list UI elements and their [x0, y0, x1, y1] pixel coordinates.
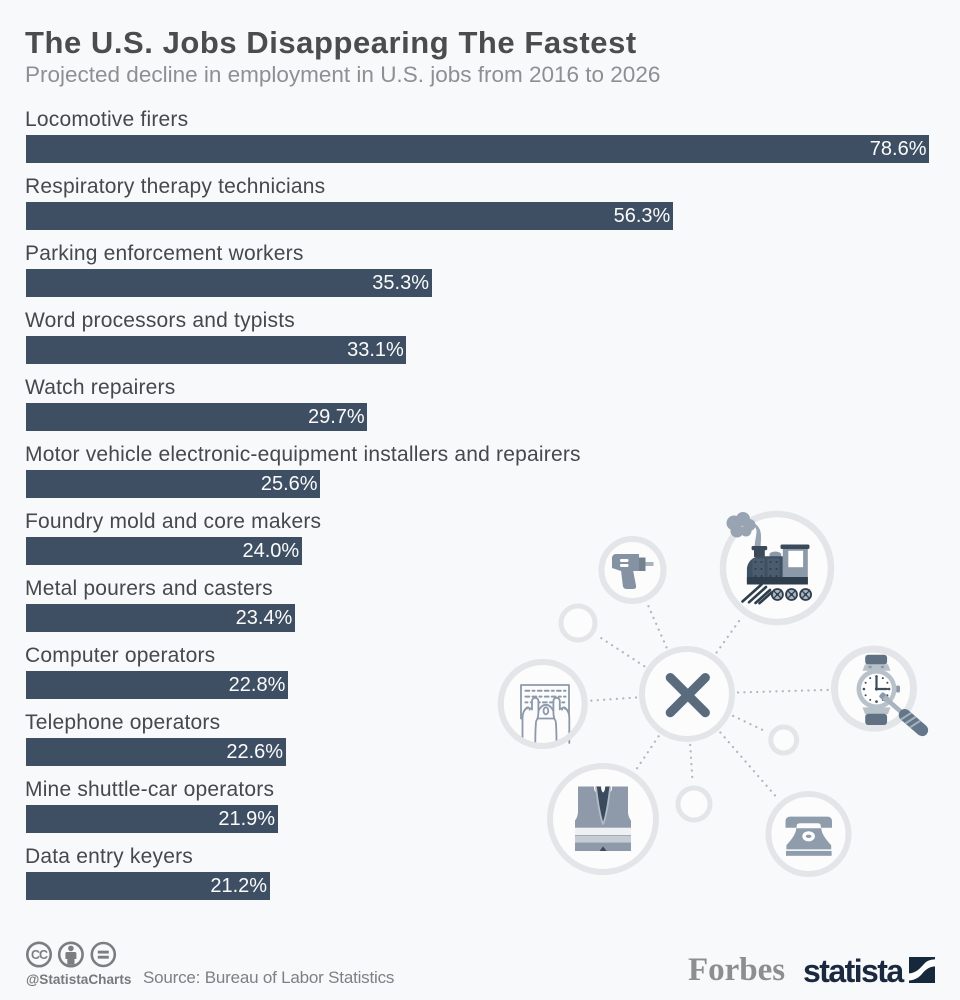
- svg-text:CC: CC: [31, 948, 48, 962]
